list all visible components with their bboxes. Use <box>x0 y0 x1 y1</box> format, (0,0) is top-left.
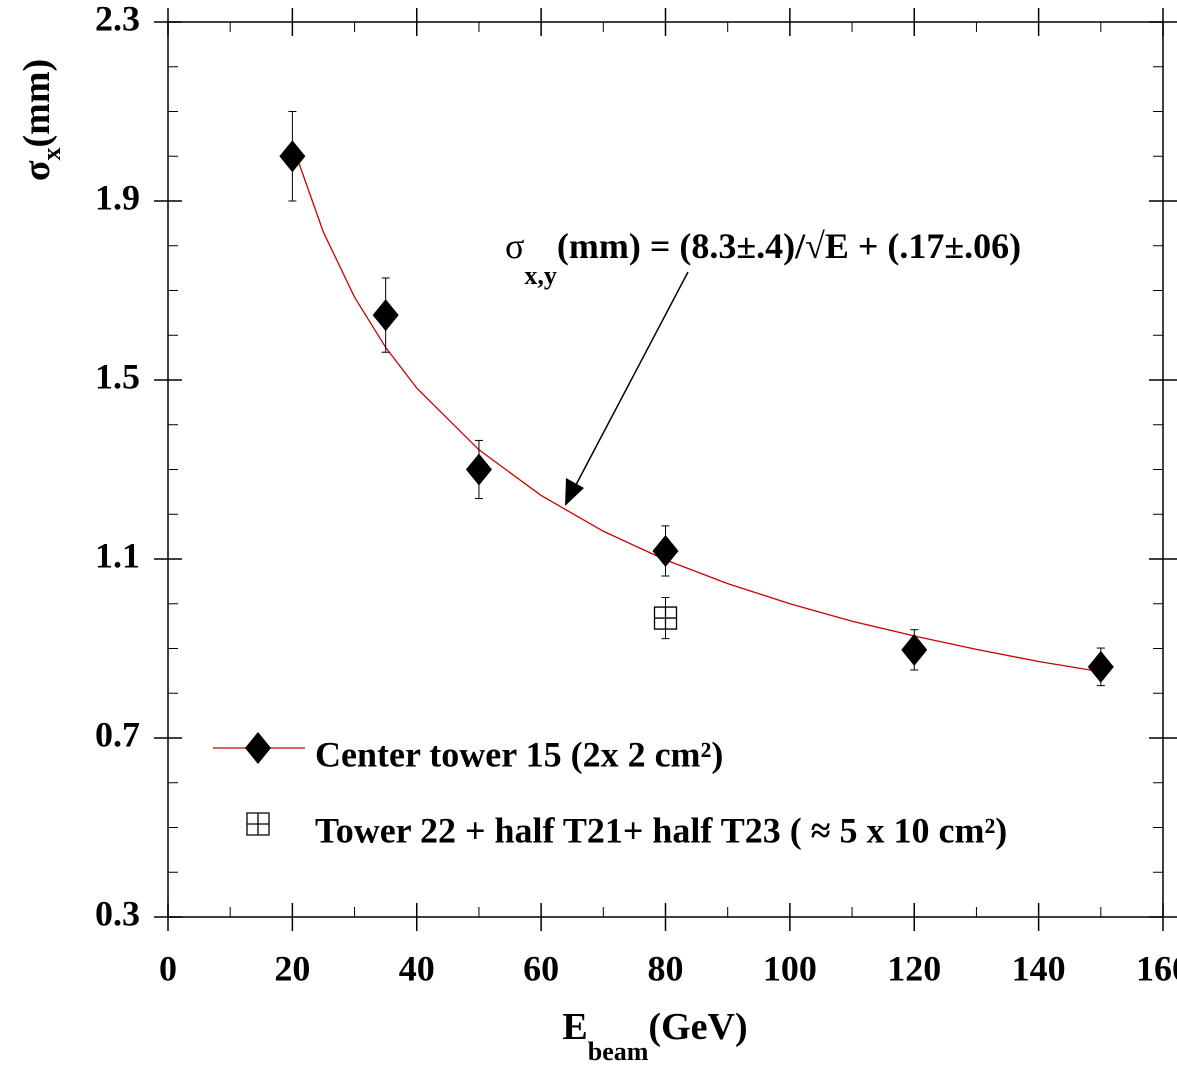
data-point <box>653 606 678 630</box>
x-tick-label: 140 <box>1012 948 1066 988</box>
data-point <box>372 299 399 332</box>
plot-frame <box>167 21 1164 918</box>
arrow-head <box>565 478 584 506</box>
y-axis-label: σx(mm) <box>16 59 66 181</box>
y-tick-label: 0.7 <box>95 714 140 754</box>
legend-marker <box>245 732 271 764</box>
data-point <box>901 633 928 666</box>
y-tick-label: 2.3 <box>95 0 140 38</box>
data-point <box>652 534 679 567</box>
x-tick-label: 40 <box>399 948 435 988</box>
annotation-arrow <box>567 271 689 501</box>
x-tick-label: 120 <box>887 948 941 988</box>
legend-label: Center tower 15 (2x 2 cm²) <box>315 734 723 774</box>
legend-label: Tower 22 + half T21+ half T23 ( ≈ 5 x 10… <box>315 810 1007 850</box>
data-point <box>1087 650 1114 683</box>
fit-line <box>291 144 1101 673</box>
x-tick-label: 80 <box>648 948 684 988</box>
legend-marker <box>246 812 270 836</box>
x-tick-label: 160 <box>1136 948 1177 988</box>
data-point <box>465 453 492 486</box>
y-tick-label: 1.1 <box>95 535 140 575</box>
y-tick-label: 1.5 <box>95 356 140 396</box>
y-tick-label: 1.9 <box>95 177 140 217</box>
x-tick-label: 100 <box>763 948 817 988</box>
fit-annotation: σx,y(mm) = (8.3±.4)/√E + (.17±.06) <box>505 226 1021 290</box>
x-tick-label: 60 <box>523 948 559 988</box>
data-point <box>279 140 306 173</box>
x-tick-label: 0 <box>159 948 177 988</box>
x-axis-label: Ebeam(GeV) <box>562 1006 747 1066</box>
y-tick-label: 0.3 <box>95 893 140 933</box>
x-tick-label: 20 <box>274 948 310 988</box>
